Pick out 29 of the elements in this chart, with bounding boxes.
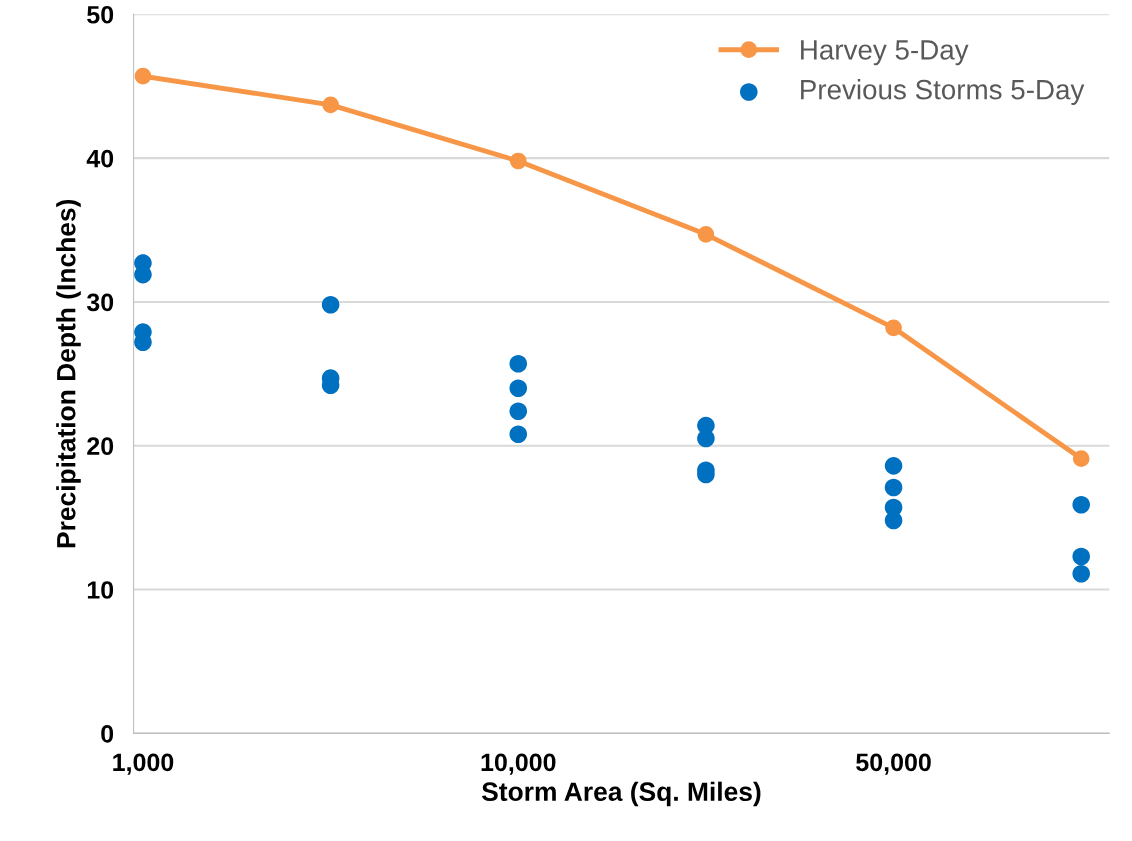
x-tick-label: 10,000 xyxy=(481,753,556,775)
legend-label: Previous Storms 5-Day xyxy=(801,79,1085,105)
y-tick-label: 30 xyxy=(86,293,114,312)
point xyxy=(697,225,715,243)
point xyxy=(509,152,527,170)
y-axis-title: Precipitation Depth (Inches) xyxy=(56,199,81,548)
legend-label: Harvey 5-Day xyxy=(801,40,969,66)
point xyxy=(509,402,528,420)
point xyxy=(884,457,903,475)
point xyxy=(509,354,528,373)
point xyxy=(509,425,528,444)
y-tick-label: 50 xyxy=(87,5,114,24)
point xyxy=(1072,547,1090,566)
y-tick-label: 10 xyxy=(87,581,114,599)
point xyxy=(1072,450,1090,468)
x-axis-title: Storm Area (Sq. Miles) xyxy=(481,781,761,807)
point xyxy=(884,478,903,497)
point xyxy=(885,319,902,337)
point xyxy=(134,67,152,85)
point xyxy=(1072,495,1090,514)
point xyxy=(322,96,339,114)
x-tick-label: 50,000 xyxy=(856,753,931,775)
y-tick-label: 20 xyxy=(87,437,114,456)
x-tick-label: 1,000 xyxy=(113,753,174,775)
y-tick-label: 40 xyxy=(86,149,114,168)
point xyxy=(1072,564,1090,583)
y-tick-label: 0 xyxy=(101,724,114,743)
point xyxy=(509,379,528,397)
point xyxy=(321,296,340,314)
